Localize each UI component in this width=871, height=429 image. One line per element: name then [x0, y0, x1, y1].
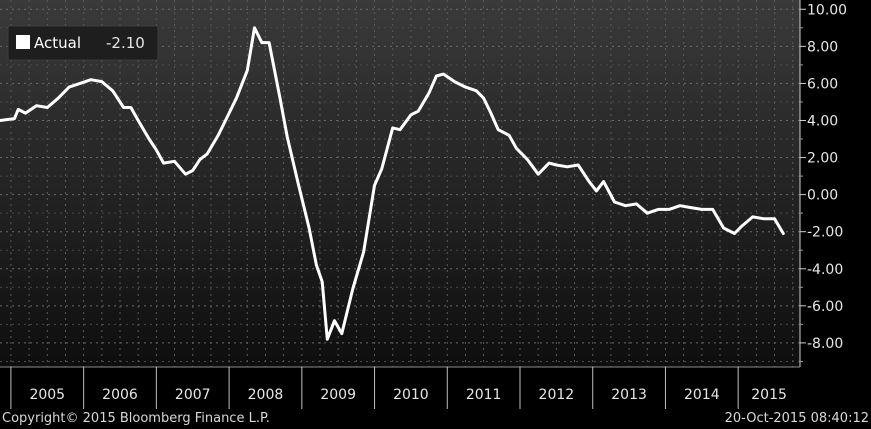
- y-tick-label: -4.00: [807, 262, 843, 278]
- x-tick-label: 2007: [175, 387, 211, 403]
- y-tick-label: 8.00: [807, 39, 838, 55]
- y-tick-label: -6.00: [807, 299, 843, 315]
- x-tick-label: 2006: [102, 387, 138, 403]
- x-tick-label: 2015: [751, 387, 787, 403]
- legend: Actual -2.10: [7, 25, 159, 61]
- x-tick-label: 2014: [684, 387, 720, 403]
- y-tick-label: 6.00: [807, 76, 838, 92]
- y-tick-label: 0.00: [807, 188, 838, 204]
- copyright-text: Copyright© 2015 Bloomberg Finance L.P.: [2, 411, 270, 426]
- legend-value: -2.10: [106, 34, 145, 52]
- x-axis: 2005 2006 2007 2008 2009 2010 2011 2012 2013 2014…: [0, 366, 800, 409]
- x-tick-label: 2008: [248, 387, 284, 403]
- x-tick-label: 2005: [29, 387, 65, 403]
- y-tick-label: 10.00: [807, 2, 847, 18]
- y-tick-label: 4.00: [807, 113, 838, 129]
- legend-label: Actual: [34, 34, 81, 52]
- legend-swatch: [16, 35, 30, 49]
- series-line-actual: [0, 26, 785, 341]
- x-tick-label: 2010: [393, 387, 429, 403]
- x-tick-label: 2013: [611, 387, 647, 403]
- y-axis: 10.00 8.00 6.00 4.00 2.00 0.00 -2.00 -4.00 -6.00…: [799, 0, 847, 367]
- y-tick-label: -2.00: [807, 225, 843, 241]
- y-tick-label: -8.00: [807, 336, 843, 352]
- series-group: [0, 26, 785, 341]
- x-tick-label: 2012: [539, 387, 575, 403]
- grid: [0, 0, 800, 367]
- timestamp: 20-Oct-2015 08:40:12: [724, 411, 869, 426]
- x-tick-label: 2009: [320, 387, 356, 403]
- x-tick-label: 2011: [466, 387, 502, 403]
- y-tick-label: 2.00: [807, 151, 838, 167]
